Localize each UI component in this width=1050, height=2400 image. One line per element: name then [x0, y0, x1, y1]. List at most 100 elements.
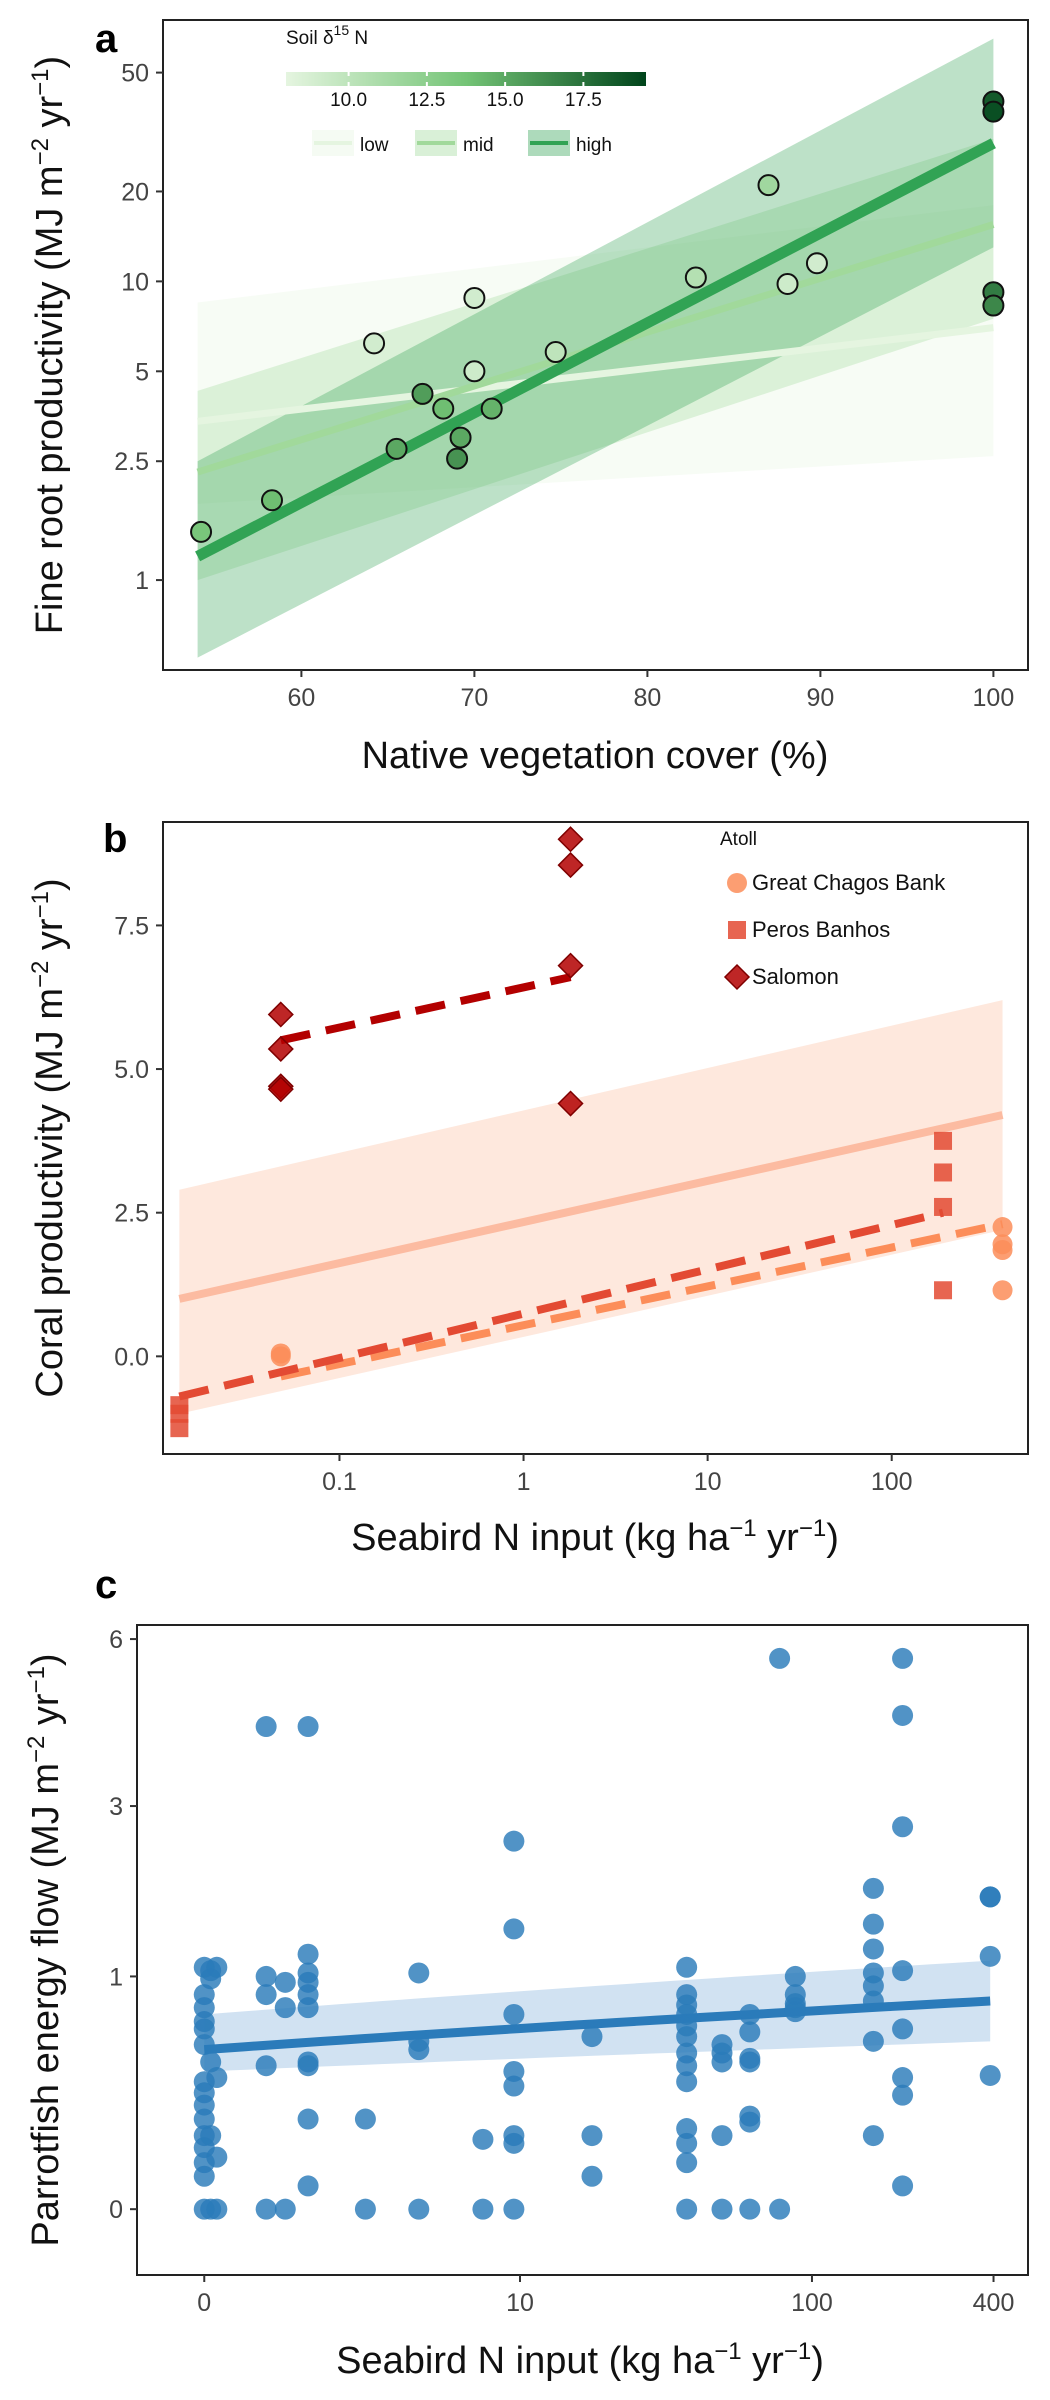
legend-key-diamond — [723, 963, 751, 991]
panel-a-lines — [195, 138, 996, 562]
data-point-square — [934, 1131, 953, 1150]
colorbar-tick-label: 15.0 — [487, 90, 524, 111]
y-tick-label: 0.0 — [114, 1343, 149, 1371]
colorbar-tick-label: 17.5 — [565, 90, 602, 111]
y-tick-label: 7.5 — [114, 912, 149, 940]
panel-c-x-axis-title: Seabird N input (kg ha−1 yr−1) — [336, 2338, 824, 2382]
data-point — [676, 2132, 698, 2154]
x-tick-label: 1 — [517, 1468, 531, 1496]
panel-b-y-axis-title: Coral productivity (MJ m−2 yr−1) — [27, 878, 71, 1397]
data-point — [739, 2198, 761, 2220]
data-point — [385, 437, 408, 460]
data-point-circle — [992, 1280, 1013, 1301]
x-tick-label: 100 — [973, 684, 1015, 712]
panel-a-letter: a — [95, 17, 118, 61]
panel-c-line — [203, 1996, 991, 2055]
data-point — [255, 1965, 277, 1987]
panel-c-frame — [136, 1624, 1029, 2276]
data-point — [892, 2175, 914, 2197]
data-point — [503, 2198, 525, 2220]
data-point — [892, 1960, 914, 1982]
data-point — [503, 2003, 525, 2025]
data-point — [979, 1886, 1001, 1908]
y-tick-label: 2.5 — [114, 448, 149, 476]
legend-label-low: low — [360, 135, 389, 156]
data-point-diamond — [557, 852, 584, 879]
data-point — [982, 100, 1005, 123]
y-tick-label: 20 — [121, 178, 149, 206]
data-point — [892, 1816, 914, 1838]
data-point-diamond — [267, 1035, 294, 1063]
x-tick-label: 10 — [694, 1468, 722, 1496]
data-point — [446, 447, 469, 470]
data-point — [206, 2146, 228, 2168]
panel-b-y-ticks: 0.0 2.5 5.0 7.5 — [114, 912, 163, 1371]
fit-line-peros-banhos — [178, 1208, 944, 1401]
data-point — [892, 2067, 914, 2089]
data-point — [711, 2198, 733, 2220]
data-point-square — [934, 1197, 953, 1216]
data-point — [739, 2003, 761, 2025]
y-tick-label: 1 — [135, 567, 149, 595]
panel-c-x-ticks: 0 10 100 400 — [197, 2275, 1014, 2317]
data-point — [862, 1975, 884, 1997]
legend-key-square — [728, 921, 746, 939]
data-point — [776, 273, 799, 296]
data-point — [297, 1943, 319, 1965]
data-point — [255, 2055, 277, 2077]
data-point — [503, 2075, 525, 2097]
legend-title: Atoll — [720, 829, 757, 850]
data-point — [784, 1965, 806, 1987]
data-point-diamond — [557, 826, 584, 853]
data-point — [463, 360, 486, 383]
data-point — [503, 1918, 525, 1940]
data-point — [676, 2198, 698, 2220]
data-point-diamond — [267, 1001, 294, 1028]
data-point — [503, 1830, 525, 1852]
data-point — [503, 2132, 525, 2154]
data-point — [463, 286, 486, 309]
data-point — [581, 2026, 603, 2048]
panel-b-points — [170, 826, 1013, 1438]
panel-b-legend: Atoll Great Chagos Bank Peros Banhos Salom… — [720, 829, 946, 991]
panel-a-y-axis-title: Fine root productivity (MJ m−2 yr−1) — [27, 56, 71, 634]
fit-line-low — [197, 324, 994, 425]
data-point — [274, 1971, 296, 1993]
data-point — [255, 1716, 277, 1738]
panel-a-line-legend: low mid high — [312, 130, 612, 156]
x-tick-label: 0.1 — [322, 1468, 357, 1496]
legend-key-circle — [727, 873, 747, 893]
data-point-circle — [992, 1217, 1013, 1238]
data-point — [676, 2026, 698, 2048]
fit-line-great-chagos-bank — [279, 1220, 1004, 1381]
colorbar-tick-label: 12.5 — [408, 90, 445, 111]
data-point — [193, 2108, 215, 2130]
panel-c-letter: c — [95, 1563, 117, 1607]
colorbar-ticks: 10.0 12.5 15.0 17.5 — [330, 72, 602, 111]
data-point — [408, 1962, 430, 1984]
data-point — [255, 2198, 277, 2220]
x-tick-label: 100 — [871, 1468, 913, 1496]
x-tick-label: 10 — [506, 2289, 534, 2317]
overall-fit-line — [178, 1111, 1004, 1303]
data-point — [805, 252, 828, 275]
y-tick-label: 3 — [109, 1793, 123, 1821]
data-point — [862, 1990, 884, 2012]
data-point — [408, 2039, 430, 2061]
data-point — [862, 2125, 884, 2147]
data-point — [581, 2165, 603, 2187]
data-point — [979, 2064, 1001, 2086]
data-point — [193, 2018, 215, 2040]
panel-a-colorbar-legend: Soil δ15 N 10.0 12.5 15.0 17.5 low mid high — [286, 22, 646, 156]
data-point-circle — [270, 1343, 291, 1364]
data-point — [892, 2084, 914, 2106]
data-point-square — [934, 1163, 953, 1182]
panel-c-points — [193, 1647, 1001, 2220]
panel-a-points — [190, 90, 1005, 543]
data-point-circle — [992, 1240, 1013, 1261]
data-point-square — [934, 1281, 953, 1300]
data-point — [711, 2051, 733, 2073]
legend-label: Great Chagos Bank — [752, 870, 946, 895]
panel-b: b 0.1 1 10 100 0.0 2.5 5.0 7.5 Seabird N input… — [27, 817, 1029, 1559]
